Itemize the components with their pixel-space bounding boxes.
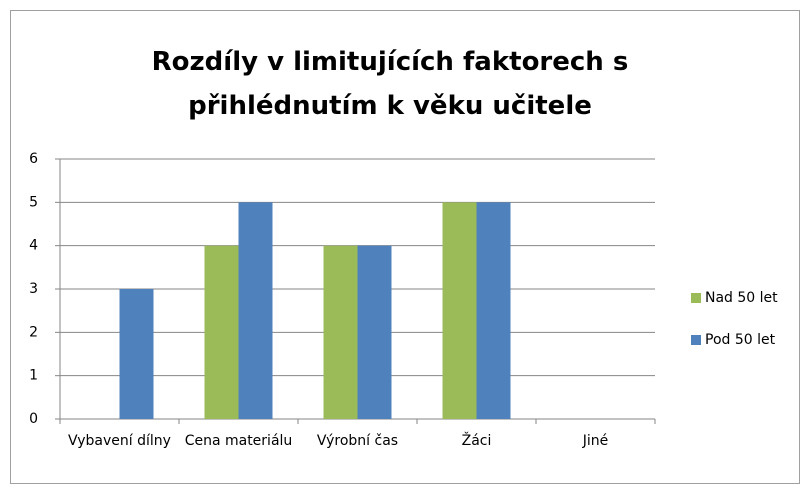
y-tick-label: 5 [29,194,38,210]
bar [476,202,511,419]
y-tick-label: 2 [29,324,38,340]
x-tick-label: Cena materiálu [184,433,293,449]
bar [204,245,239,419]
y-tick-label: 0 [29,411,38,427]
x-tick-label: Vybavení dílny [68,433,171,449]
y-tick-label: 4 [29,238,38,254]
legend-label: Pod 50 let [705,332,776,348]
bar [357,245,392,419]
y-tick-label: 3 [29,281,38,297]
bar [323,245,358,419]
chart-frame [10,10,800,484]
x-tick-label: Výrobní čas [316,433,399,449]
legend-label: Nad 50 let [705,290,778,306]
bar [442,202,477,419]
x-tick-label: Žáci [461,433,492,449]
legend-swatch [691,335,701,345]
y-tick-label: 1 [29,368,38,384]
y-tick-label: 6 [29,151,38,167]
x-tick-label: Jiné [582,433,609,449]
chart-title: Rozdíly v limitujících faktorech s přihl… [151,47,629,121]
bar [238,202,273,419]
legend-swatch [691,293,701,303]
bar [119,289,154,419]
